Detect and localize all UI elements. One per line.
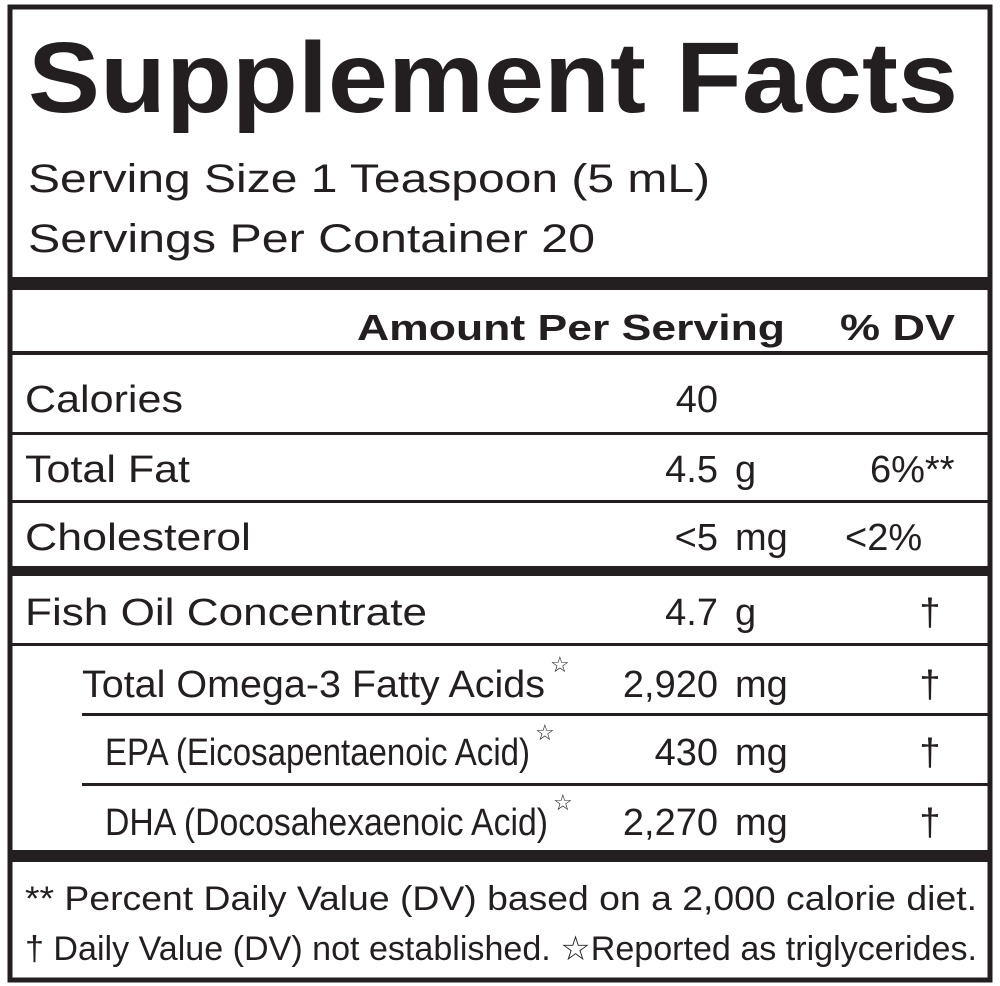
amount: 2,270 bbox=[623, 802, 718, 844]
unit: g bbox=[735, 449, 756, 491]
footnote: ** Percent Daily Value (DV) based on a 2… bbox=[25, 880, 977, 918]
servings-per-container: Servings Per Container 20 bbox=[28, 217, 595, 261]
unit: g bbox=[735, 592, 756, 634]
amount: 4.7 bbox=[665, 592, 718, 634]
nutrient-name: EPA (Eicosapentaenoic Acid) bbox=[105, 732, 530, 774]
amount: <5 bbox=[675, 517, 718, 559]
nutrient-name: Calories bbox=[25, 379, 183, 421]
serving-size: Serving Size 1 Teaspoon (5 mL) bbox=[28, 157, 710, 201]
unit: mg bbox=[735, 517, 788, 559]
footnote-mark: ☆ bbox=[553, 790, 573, 815]
nutrient-name: Total Fat bbox=[25, 449, 190, 491]
amount: 430 bbox=[655, 732, 718, 774]
rule bbox=[10, 500, 990, 503]
daily-value: † bbox=[919, 592, 940, 634]
daily-value: † bbox=[919, 802, 940, 844]
title: Supplement Facts bbox=[28, 22, 958, 134]
rule bbox=[82, 713, 990, 716]
thick-rule bbox=[10, 566, 990, 576]
footnote: † Daily Value (DV) not established. ☆Rep… bbox=[25, 930, 977, 968]
rule bbox=[10, 351, 990, 355]
nutrient-name: Cholesterol bbox=[25, 517, 251, 559]
amount: 2,920 bbox=[623, 664, 718, 706]
footnote-mark: ☆ bbox=[550, 652, 570, 677]
amount: 40 bbox=[676, 379, 718, 421]
unit: mg bbox=[735, 802, 788, 844]
rule bbox=[10, 643, 990, 646]
amount: 4.5 bbox=[665, 449, 718, 491]
nutrient-name: DHA (Docosahexaenoic Acid) bbox=[105, 802, 548, 844]
daily-value: † bbox=[919, 732, 940, 774]
footnote-mark: ☆ bbox=[535, 720, 555, 745]
daily-value: <2% bbox=[845, 517, 922, 559]
thick-rule bbox=[10, 277, 990, 290]
column-header: Amount Per Serving bbox=[357, 307, 785, 348]
thick-rule bbox=[10, 850, 990, 862]
daily-value: 6%** bbox=[870, 449, 955, 491]
unit: mg bbox=[735, 732, 788, 774]
column-header: % DV bbox=[840, 307, 955, 348]
rule bbox=[82, 783, 990, 786]
rule bbox=[10, 432, 990, 435]
rows: Calories 40 Total Fat 4.5 g 6%** Cholesterol <5… bbox=[10, 379, 990, 844]
unit: mg bbox=[735, 664, 788, 706]
label-border bbox=[7, 4, 993, 983]
daily-value: † bbox=[919, 664, 940, 706]
nutrient-name: Total Omega-3 Fatty Acids bbox=[82, 664, 545, 706]
nutrient-name: Fish Oil Concentrate bbox=[25, 592, 427, 634]
